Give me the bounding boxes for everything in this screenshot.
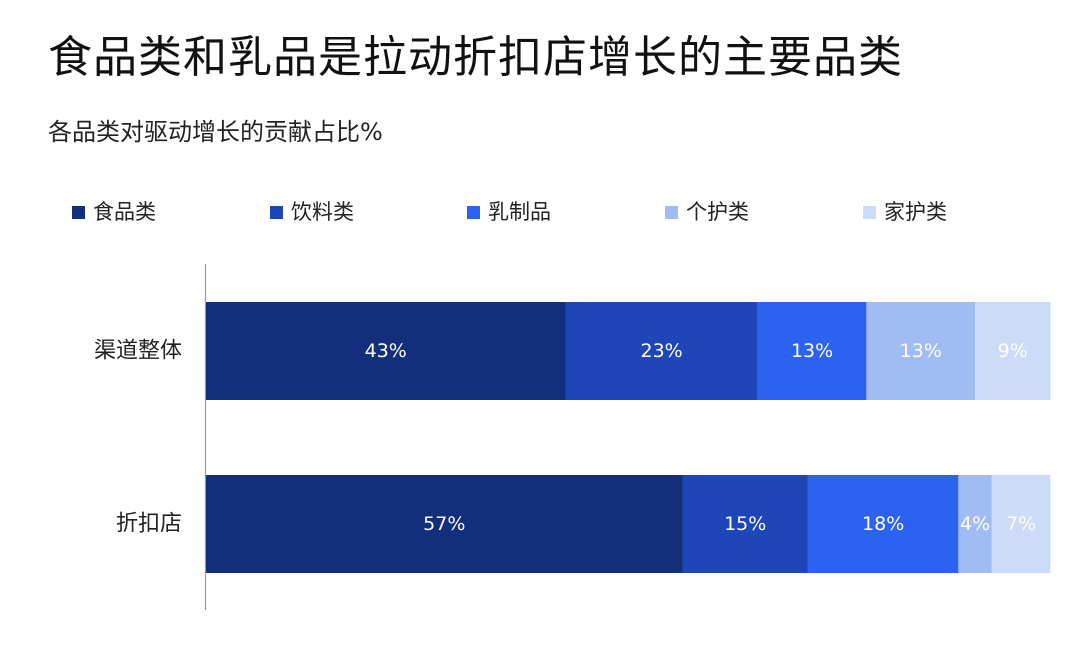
category-label-discount-store: 折扣店: [116, 512, 182, 537]
legend-label-dairy: 乳制品: [488, 200, 551, 224]
legend-swatch-personal-care: [665, 205, 678, 219]
legend-swatch-home-care: [863, 205, 876, 219]
legend-swatch-food: [72, 205, 85, 219]
bar-segment-channel-overall-beverage: [565, 302, 758, 400]
legend-label-food: 食品类: [93, 200, 156, 224]
legend-item-home-care: 家护类: [863, 196, 947, 228]
bar-segment-channel-overall-food: [206, 302, 566, 400]
legend-label-beverage: 饮料类: [291, 200, 354, 224]
category-label-channel-overall: 渠道整体: [94, 339, 182, 364]
data-label-channel-overall-dairy: 13%: [791, 340, 833, 362]
legend-item-food: 食品类: [72, 196, 156, 228]
bar-segment-discount-store-beverage: [682, 475, 808, 573]
legend-label-home-care: 家护类: [884, 200, 947, 224]
data-label-discount-store-beverage: 15%: [724, 513, 766, 535]
legend-swatch-beverage: [270, 205, 283, 219]
data-label-channel-overall-food: 43%: [365, 340, 407, 362]
bar-segment-channel-overall-personal-care: [866, 302, 976, 400]
data-label-channel-overall-beverage: 23%: [641, 340, 683, 362]
data-label-channel-overall-home-care: 9%: [998, 340, 1028, 362]
bar-segment-channel-overall-home-care: [975, 302, 1051, 400]
legend-item-personal-care: 个护类: [665, 196, 749, 228]
chart-subtitle: 各品类对驱动增长的贡献占比%: [48, 118, 383, 146]
bar-segment-discount-store-personal-care: [958, 475, 992, 573]
data-label-discount-store-food: 57%: [423, 513, 465, 535]
chart-title: 食品类和乳品是拉动折扣店增长的主要品类: [48, 32, 903, 83]
data-label-discount-store-personal-care: 4%: [960, 513, 990, 535]
legend-swatch-dairy: [467, 205, 480, 219]
legend-label-personal-care: 个护类: [686, 200, 749, 224]
bar-segment-discount-store-dairy: [807, 475, 959, 573]
data-label-discount-store-home-care: 7%: [1006, 513, 1036, 535]
legend-item-dairy: 乳制品: [467, 196, 551, 228]
legend-item-beverage: 饮料类: [270, 196, 354, 228]
bar-segment-discount-store-food: [206, 475, 683, 573]
bar-segment-channel-overall-dairy: [757, 302, 867, 400]
data-label-discount-store-dairy: 18%: [862, 513, 904, 535]
data-label-channel-overall-personal-care: 13%: [900, 340, 942, 362]
bar-segment-discount-store-home-care: [991, 475, 1051, 573]
